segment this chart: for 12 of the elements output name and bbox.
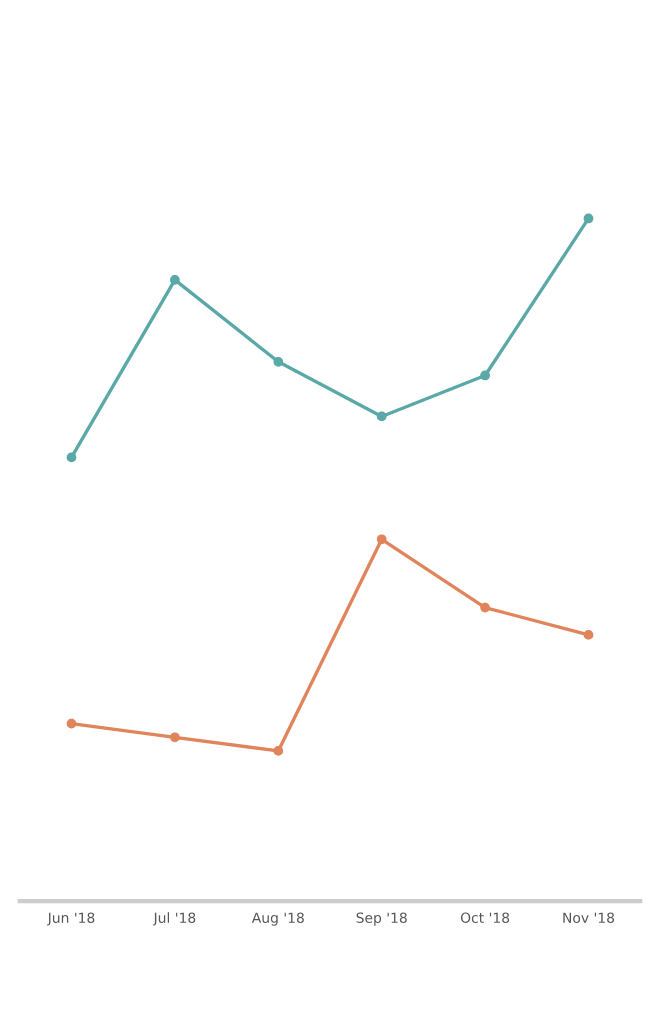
point	[170, 275, 180, 285]
point	[583, 213, 594, 224]
point	[480, 602, 490, 613]
point	[376, 534, 387, 545]
point	[583, 630, 594, 640]
point	[66, 718, 77, 729]
point	[480, 370, 490, 381]
point	[273, 746, 284, 756]
point	[376, 411, 387, 422]
point	[273, 356, 284, 367]
point	[66, 452, 77, 463]
point	[170, 732, 180, 743]
